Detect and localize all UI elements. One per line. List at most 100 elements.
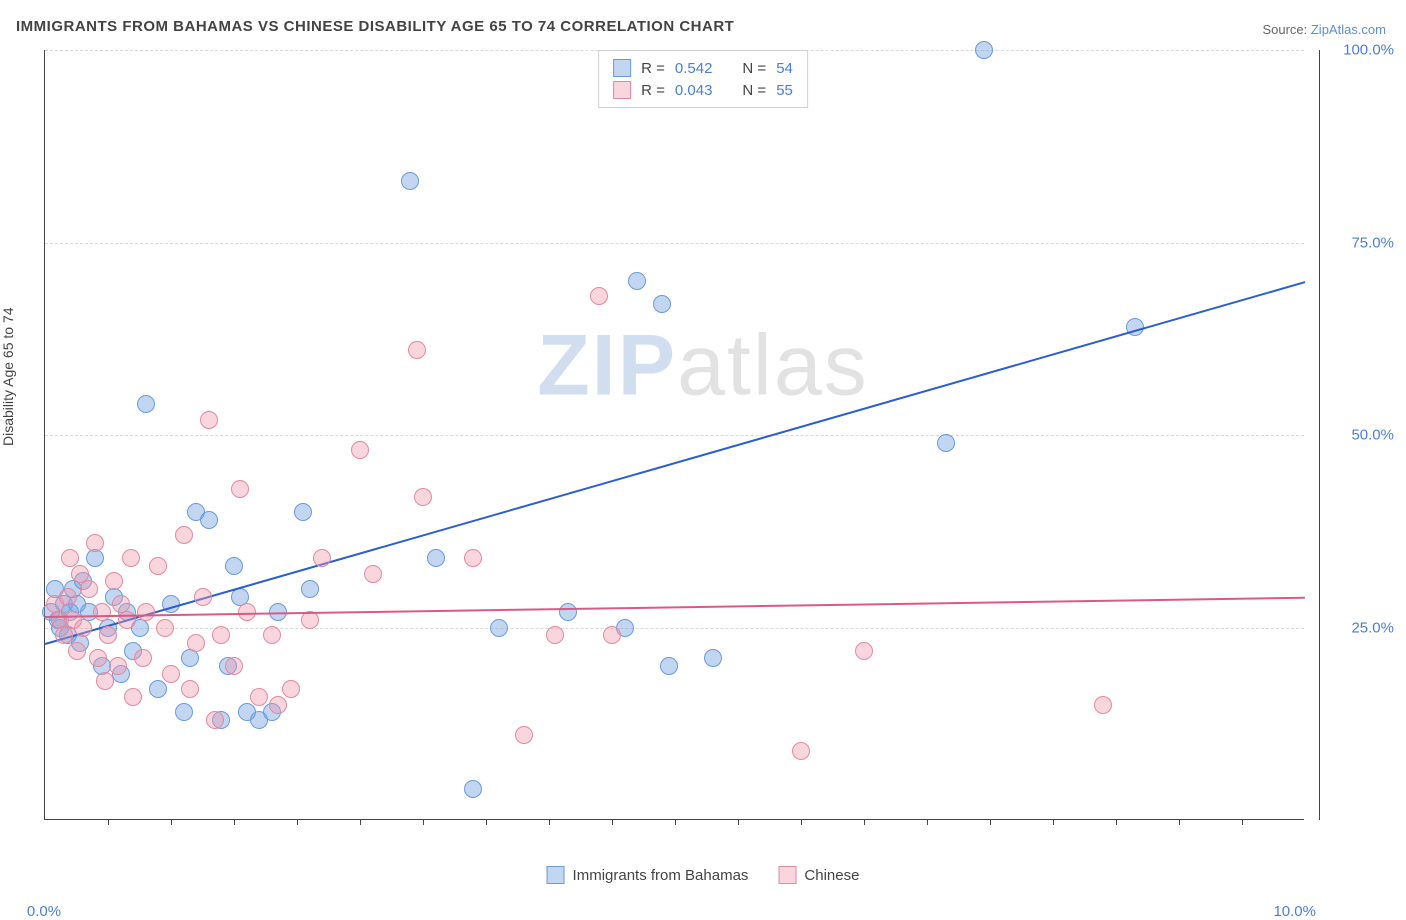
scatter-point: [490, 619, 508, 637]
scatter-point: [181, 680, 199, 698]
scatter-point: [250, 688, 268, 706]
trend-line: [45, 281, 1306, 645]
scatter-point: [464, 549, 482, 567]
scatter-point: [89, 649, 107, 667]
scatter-point: [55, 626, 73, 644]
scatter-point: [68, 642, 86, 660]
scatter-point: [225, 557, 243, 575]
r-label: R =: [641, 60, 665, 77]
scatter-point: [427, 549, 445, 567]
scatter-point: [660, 657, 678, 675]
source-link[interactable]: ZipAtlas.com: [1311, 22, 1386, 37]
x-tick: [1242, 819, 1243, 825]
x-tick-label-right: 10.0%: [1273, 903, 1316, 920]
right-y-axis: [1319, 50, 1320, 820]
legend-series-name: Chinese: [804, 867, 859, 884]
n-value: 54: [776, 60, 793, 77]
swatch-icon: [547, 866, 565, 884]
scatter-point: [263, 626, 281, 644]
scatter-point: [704, 649, 722, 667]
x-tick: [108, 819, 109, 825]
scatter-point: [80, 580, 98, 598]
x-tick: [1053, 819, 1054, 825]
scatter-point: [124, 688, 142, 706]
scatter-point: [162, 665, 180, 683]
scatter-point: [175, 526, 193, 544]
x-tick: [864, 819, 865, 825]
scatter-point: [99, 626, 117, 644]
scatter-point: [93, 603, 111, 621]
x-tick: [297, 819, 298, 825]
scatter-point: [74, 619, 92, 637]
scatter-point: [559, 603, 577, 621]
source-prefix: Source:: [1262, 22, 1310, 37]
scatter-point: [546, 626, 564, 644]
scatter-point: [401, 172, 419, 190]
scatter-point: [86, 534, 104, 552]
scatter-point: [194, 588, 212, 606]
n-value: 55: [776, 82, 793, 99]
scatter-point: [464, 780, 482, 798]
x-tick: [486, 819, 487, 825]
swatch-icon: [778, 866, 796, 884]
scatter-point: [149, 557, 167, 575]
x-tick: [360, 819, 361, 825]
scatter-point: [122, 549, 140, 567]
gridline: [45, 628, 1304, 629]
x-tick: [171, 819, 172, 825]
x-tick: [990, 819, 991, 825]
scatter-point: [792, 742, 810, 760]
scatter-point: [294, 503, 312, 521]
scatter-point: [212, 626, 230, 644]
swatch-icon: [613, 81, 631, 99]
stats-row: R =0.542N =54: [613, 57, 793, 79]
scatter-point: [118, 611, 136, 629]
scatter-point: [628, 272, 646, 290]
scatter-point: [200, 411, 218, 429]
scatter-point: [364, 565, 382, 583]
chart-title: IMMIGRANTS FROM BAHAMAS VS CHINESE DISAB…: [16, 18, 734, 35]
x-tick: [1116, 819, 1117, 825]
legend-item: Immigrants from Bahamas: [547, 866, 749, 884]
y-tick-label: 75.0%: [1351, 234, 1394, 251]
x-tick: [675, 819, 676, 825]
series-legend: Immigrants from Bahamas Chinese: [547, 866, 860, 884]
swatch-icon: [613, 59, 631, 77]
n-label: N =: [742, 82, 766, 99]
x-tick: [1179, 819, 1180, 825]
scatter-point: [181, 649, 199, 667]
scatter-point: [200, 511, 218, 529]
scatter-point: [269, 696, 287, 714]
scatter-plot-area: [44, 50, 1304, 820]
scatter-point: [301, 580, 319, 598]
scatter-point: [175, 703, 193, 721]
scatter-point: [187, 634, 205, 652]
x-tick-label-left: 0.0%: [27, 903, 61, 920]
gridline: [45, 435, 1304, 436]
scatter-point: [206, 711, 224, 729]
scatter-point: [1094, 696, 1112, 714]
scatter-point: [137, 603, 155, 621]
y-tick-label: 25.0%: [1351, 619, 1394, 636]
scatter-point: [109, 657, 127, 675]
r-label: R =: [641, 82, 665, 99]
scatter-point: [414, 488, 432, 506]
scatter-point: [225, 657, 243, 675]
scatter-point: [149, 680, 167, 698]
x-tick: [549, 819, 550, 825]
scatter-point: [156, 619, 174, 637]
n-label: N =: [742, 60, 766, 77]
scatter-point: [855, 642, 873, 660]
scatter-point: [96, 672, 114, 690]
scatter-point: [313, 549, 331, 567]
y-tick-label: 100.0%: [1343, 42, 1394, 59]
y-tick-label: 50.0%: [1351, 427, 1394, 444]
scatter-point: [937, 434, 955, 452]
x-tick: [612, 819, 613, 825]
scatter-point: [590, 287, 608, 305]
scatter-point: [603, 626, 621, 644]
x-tick: [801, 819, 802, 825]
x-tick: [423, 819, 424, 825]
scatter-point: [515, 726, 533, 744]
scatter-point: [653, 295, 671, 313]
